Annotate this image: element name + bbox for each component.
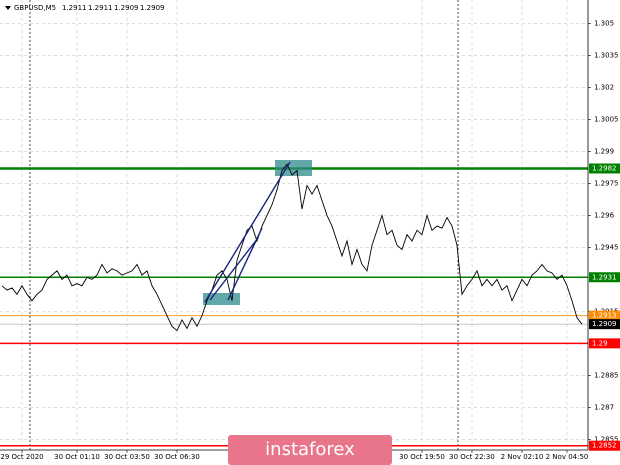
- symbol-title: GBPUSD,M5: [14, 4, 56, 12]
- x-tick-label: 29 Oct 2020: [0, 453, 43, 461]
- price-tag: [589, 338, 620, 349]
- price-tag-label: 1.29: [592, 339, 608, 347]
- price-tag-label: 1.2931: [592, 273, 617, 281]
- y-tick-label: 1.305: [594, 19, 614, 27]
- menu-arrow[interactable]: [5, 6, 11, 10]
- x-tick-label: 30 Oct 19:50: [399, 453, 445, 461]
- price-tag: [589, 310, 620, 321]
- price-tag: [589, 272, 620, 283]
- plot: [1, 163, 583, 332]
- watermark: instaforex: [265, 439, 355, 460]
- price-tag: [589, 163, 620, 174]
- trend-line: [204, 161, 291, 303]
- y-tick-label: 1.296: [594, 211, 615, 219]
- ohlc-value: 1.2909: [114, 4, 139, 12]
- x-tick-label: 2 Nov 04:50: [546, 453, 589, 461]
- x-tick-label: 30 Oct 06:30: [154, 453, 200, 461]
- x-tick-label: 30 Oct 01:10: [54, 453, 100, 461]
- x-tick-label: 30 Oct 22:30: [449, 453, 495, 461]
- price-tag-label: 1.2913: [592, 312, 617, 320]
- y-tick-label: 1.2855: [594, 435, 619, 443]
- ohlc-value: 1.2911: [88, 4, 113, 12]
- trend-line: [227, 227, 263, 301]
- price-tag: [589, 319, 620, 330]
- price-tag-label: 1.2909: [592, 320, 617, 328]
- ohlc-value: 1.2911: [62, 4, 87, 12]
- grid: [0, 0, 588, 450]
- y-tick-label: 1.3005: [594, 115, 619, 123]
- y-tick-label: 1.299: [594, 147, 614, 155]
- price-tag: [589, 440, 620, 451]
- y-tick-label: 1.3035: [594, 51, 619, 59]
- y-tick-label: 1.287: [594, 403, 614, 411]
- trend-line: [209, 237, 259, 301]
- watermark-bg: [228, 435, 392, 465]
- x-tick-label: 2 Nov 02:10: [501, 453, 544, 461]
- levels: [0, 167, 588, 447]
- highlight-box: [203, 293, 240, 305]
- price-tag-label: 1.2982: [592, 164, 617, 172]
- ohlc-value: 1.2909: [140, 4, 165, 12]
- y-tick-label: 1.2945: [594, 243, 619, 251]
- y-tick-label: 1.2975: [594, 179, 619, 187]
- y-tick-label: 1.302: [594, 83, 614, 91]
- y-tick-label: 1.2885: [594, 371, 619, 379]
- x-tick-label: 30 Oct 03:50: [104, 453, 150, 461]
- price-tag-label: 1.2852: [592, 442, 617, 450]
- price-line: [1, 163, 583, 332]
